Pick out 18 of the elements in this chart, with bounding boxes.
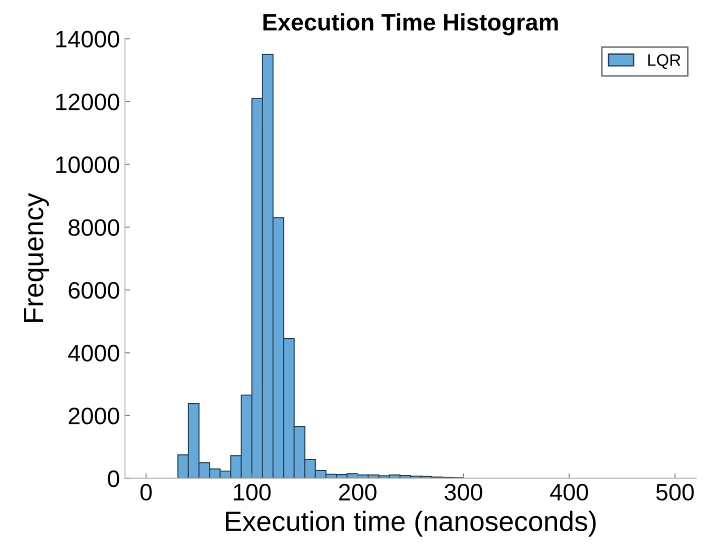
y-tick-label: 12000 <box>56 94 120 110</box>
x-tick-label: 400 <box>550 484 588 501</box>
y-tick-label: 14000 <box>56 30 120 48</box>
y-tick-label: 0 <box>108 470 120 488</box>
x-tick-label: 500 <box>656 484 694 501</box>
y-tick-label: 6000 <box>68 282 120 299</box>
y-tick-label: 8000 <box>68 219 120 236</box>
x-tick-label: 200 <box>339 484 376 501</box>
x-axis-title: Execution time (nanoseconds) <box>226 510 596 537</box>
y-tick-label: 2000 <box>68 408 120 424</box>
y-tick-label: 10000 <box>56 156 120 174</box>
x-tick-label: 300 <box>444 484 482 501</box>
y-tick-label: 4000 <box>68 344 120 362</box>
y-axis-title: Frequency <box>24 192 49 322</box>
chart-title: Execution Time Histogram <box>263 13 558 36</box>
x-tick-label: 0 <box>140 484 152 501</box>
x-tick-label: 100 <box>234 484 271 501</box>
legend-label: LQR <box>648 54 680 69</box>
